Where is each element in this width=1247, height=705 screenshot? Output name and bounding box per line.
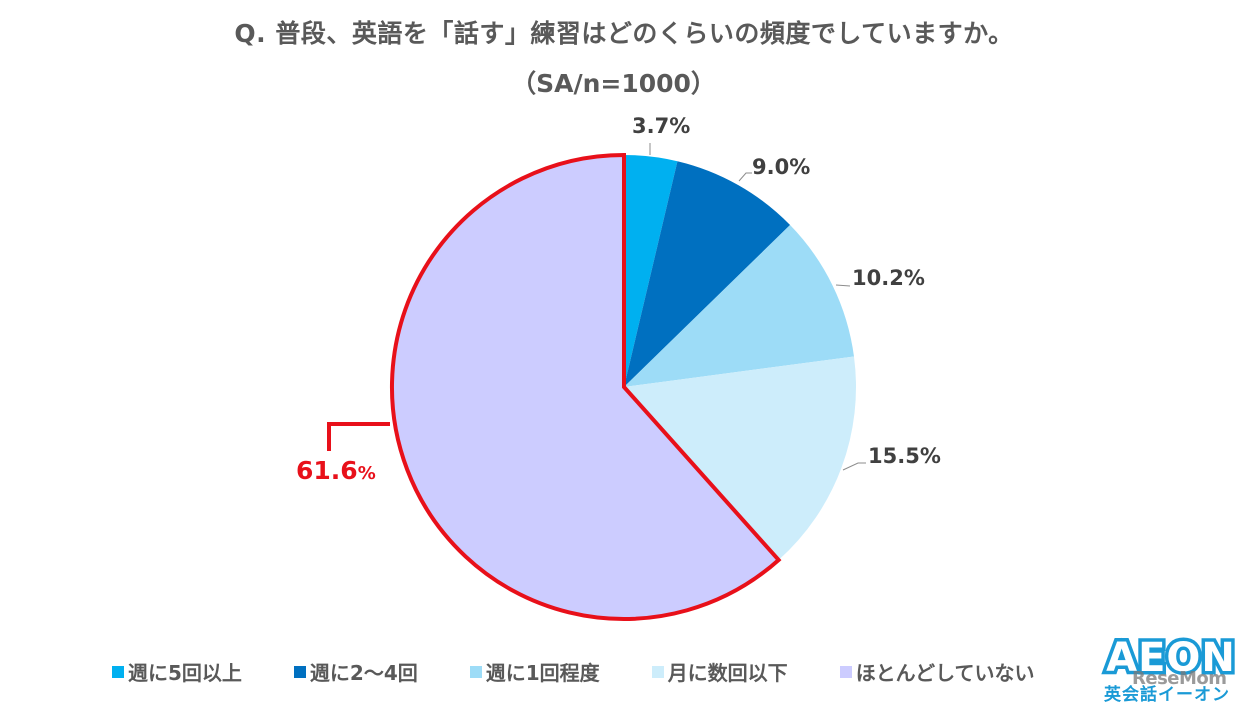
data-label-s3: 15.5% (868, 444, 941, 468)
leader-line-s1 (738, 172, 752, 182)
pie-slice-rarely[interactable] (390, 152, 782, 621)
aeon-logo: AEON 英会話イーオン (1098, 633, 1244, 705)
legend-label: 週に5回以上 (128, 661, 242, 685)
logo-subtitle: 英会話イーオン (1104, 685, 1230, 705)
pie-slice-weekly-1[interactable] (624, 225, 854, 387)
leader-line-s2 (835, 284, 851, 287)
legend-swatch-icon (651, 665, 664, 678)
legend-item-monthly-few[interactable]: 月に数回以下 (651, 657, 788, 686)
legend-item-weekly-1[interactable]: 週に1回程度 (469, 657, 600, 686)
data-label-s1: 9.0% (752, 155, 811, 179)
data-label-s4-percent: % (357, 463, 376, 484)
legend-label: 週に1回程度 (485, 661, 600, 685)
pie-slice-weekly-5-plus[interactable] (624, 155, 678, 387)
legend-swatch-icon (469, 665, 482, 678)
data-label-s0: 3.7% (632, 114, 691, 138)
data-label-s4: 61.6% (296, 456, 376, 485)
pie-slice-weekly-2-4[interactable] (624, 161, 791, 387)
legend-swatch-icon (112, 665, 124, 678)
highlight-bracket (327, 422, 390, 451)
legend-swatch-icon (839, 665, 852, 678)
watermark: ReseMom (1132, 668, 1227, 689)
legend-item-weekly-2-4[interactable]: 週に2～4回 (293, 657, 418, 686)
legend-label: 月に数回以下 (667, 661, 788, 685)
legend-label: ほとんどしていない (855, 661, 1035, 685)
legend-swatch-icon (293, 665, 306, 678)
chart-title: Q. 普段、英語を「話す」練習はどのくらいの頻度でしていますか。 (234, 19, 1014, 48)
data-label-s2: 10.2% (852, 266, 925, 290)
data-label-s4-value: 61.6 (296, 456, 358, 485)
leader-line-s3 (842, 462, 866, 471)
pie-slice-monthly-few[interactable] (624, 356, 856, 560)
legend-label: 週に2～4回 (309, 661, 418, 685)
legend-item-weekly-5-plus[interactable]: 週に5回以上 (112, 657, 242, 686)
logo-brand: AEON (1103, 633, 1239, 684)
chart-legend: 週に5回以上 週に2～4回 週に1回程度 月に数回以下 ほとんどしていない (112, 657, 1087, 686)
chart-subtitle: （SA/n=1000） (511, 69, 716, 98)
legend-item-rarely[interactable]: ほとんどしていない (839, 657, 1035, 686)
